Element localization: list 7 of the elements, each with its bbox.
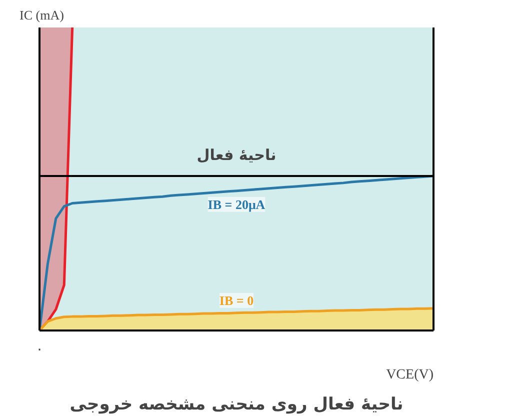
series-label: IB = 20μA (208, 196, 266, 212)
text: ۰ (36, 342, 44, 358)
x-axis-title: VCE(V) (386, 368, 434, 382)
text: ناحیهٔ فعال روی منحنی مشخصه خروجی (70, 394, 404, 414)
y-axis-title: IC (mA) (20, 8, 64, 22)
series-label: IB = 0 (219, 292, 254, 308)
annotation: ناحیهٔ فعال (196, 146, 276, 164)
